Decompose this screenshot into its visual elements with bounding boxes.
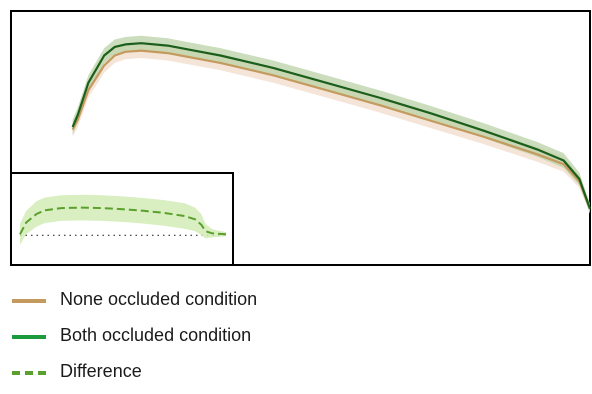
- main-panel-bands: [72, 35, 591, 214]
- inset-panel-content: [19, 194, 227, 245]
- main-panel-lines: [71, 42, 592, 210]
- series-line-difference: [19, 206, 227, 236]
- legend-swatch-both-occluded: [12, 335, 46, 339]
- series-line-none-occluded-condition: [71, 49, 592, 210]
- legend-label-difference: Difference: [60, 361, 142, 381]
- legend-swatch-none-occluded: [12, 299, 46, 303]
- legend-label-both-occluded: Both occluded condition: [60, 325, 252, 345]
- series-line-both-occluded-condition: [71, 42, 592, 210]
- main-panel-frame: [10, 10, 591, 266]
- legend-label-none-occluded: None occluded condition: [60, 289, 258, 309]
- legend-swatch-difference: [12, 371, 46, 375]
- band-both-occluded-condition: [72, 35, 591, 214]
